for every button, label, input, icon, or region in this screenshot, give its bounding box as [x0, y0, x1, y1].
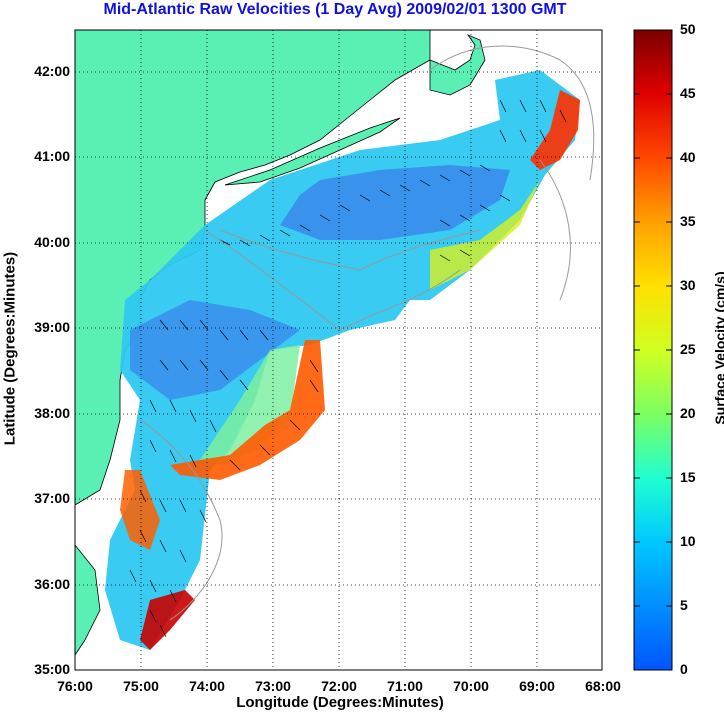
- high-velocity-southwest: [120, 470, 160, 550]
- colorbar-tick-label: 25: [680, 341, 696, 357]
- x-tick-label: 76:00: [57, 678, 93, 694]
- colorbar: [633, 29, 673, 671]
- high-velocity-shelf-edge: [170, 340, 325, 480]
- low-velocity-core-2: [130, 300, 300, 400]
- low-velocity-core: [280, 165, 510, 240]
- x-tick-label: 75:00: [123, 678, 159, 694]
- colorbar-tick-label: 30: [680, 277, 696, 293]
- y-axis-label: Latitude (Degrees:Minutes): [1, 251, 19, 446]
- colorbar-label: Surface Velocity (cm/s): [712, 271, 724, 425]
- x-tick-label: 71:00: [387, 678, 423, 694]
- x-tick-label: 74:00: [189, 678, 225, 694]
- y-tick-label: 41:00: [34, 148, 70, 164]
- map-title: Mid-Atlantic Raw Velocities (1 Day Avg) …: [103, 1, 567, 18]
- x-tick-label: 68:00: [585, 678, 621, 694]
- x-axis-label: Longitude (Degrees:Minutes): [236, 694, 444, 711]
- x-tick-label: 72:00: [321, 678, 357, 694]
- colorbar-tick-label: 35: [680, 213, 696, 229]
- y-tick-label: 42:00: [34, 63, 70, 79]
- mid-velocity-band: [200, 345, 300, 465]
- y-tick-label: 38:00: [34, 405, 70, 421]
- colorbar-tick-label: 10: [680, 533, 696, 549]
- colorbar-tick-label: 0: [680, 661, 688, 677]
- velocity-vectors: [129, 99, 567, 638]
- y-tick-label: 36:00: [34, 576, 70, 592]
- x-tick-label: 70:00: [453, 678, 489, 694]
- plot-frame: [74, 29, 603, 671]
- colorbar-tick-label: 45: [680, 85, 696, 101]
- high-velocity-south: [140, 590, 195, 650]
- x-tick-label: 69:00: [519, 678, 555, 694]
- y-tick-label: 39:00: [34, 319, 70, 335]
- x-tick-label: 73:00: [255, 678, 291, 694]
- high-velocity-north: [530, 90, 580, 170]
- long-island: [224, 117, 401, 186]
- cape-cod: [429, 34, 486, 96]
- y-tick-label: 37:00: [34, 490, 70, 506]
- bathymetry-contours: [139, 45, 595, 621]
- y-tick-label: 35:00: [34, 661, 70, 677]
- colorbar-tick-label: 50: [680, 21, 696, 37]
- colorbar-tick-label: 20: [680, 405, 696, 421]
- colorbar-tick-label: 15: [680, 469, 696, 485]
- grid-lines: [75, 30, 602, 670]
- colorbar-tick-label: 5: [680, 597, 688, 613]
- y-tick-label: 40:00: [34, 234, 70, 250]
- colorbar-tick-label: 40: [680, 149, 696, 165]
- land-mass-south: [75, 544, 101, 656]
- mid-velocity-east: [430, 180, 540, 290]
- colorbar-ticks: [634, 93, 672, 607]
